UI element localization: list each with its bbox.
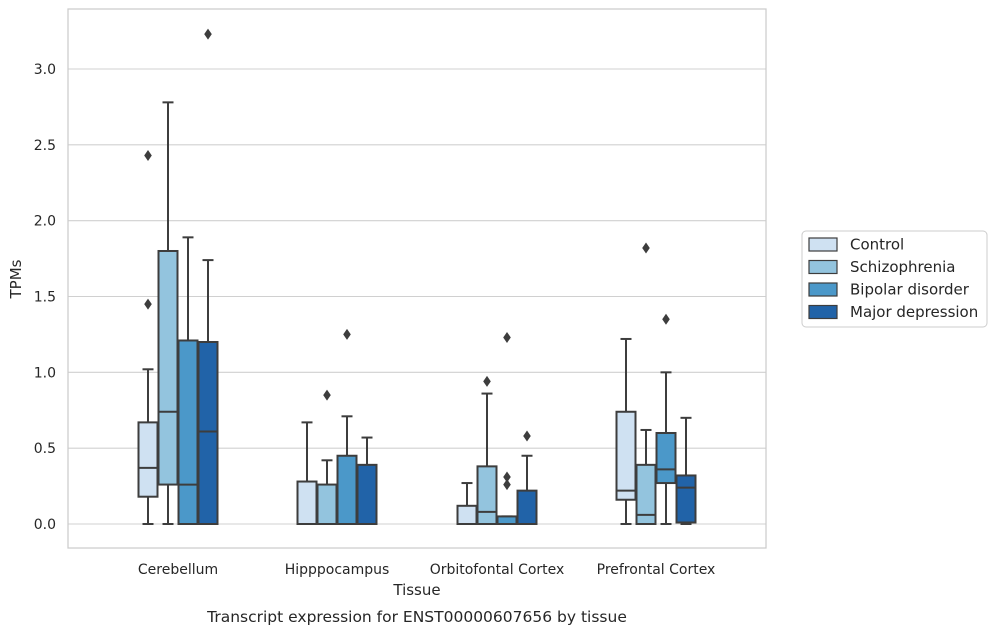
box-control [456, 482, 478, 525]
outlier-point [144, 149, 152, 161]
box-schizophrenia [476, 375, 498, 525]
legend-item: Schizophrenia [808, 258, 955, 276]
x-axis-ticks: Cerebellum Hipppocampus Orbitofontal Corte… [138, 562, 715, 578]
legend-item: Major depression [808, 303, 978, 321]
x-tick-label: Orbitofontal Cortex [430, 562, 565, 578]
y-tick-label: 2.5 [34, 138, 56, 154]
x-tick-label: Cerebellum [138, 562, 218, 578]
box-major-depression [516, 430, 538, 525]
legend-item: Control [808, 236, 904, 254]
box-control [296, 421, 318, 526]
outlier-point [483, 375, 491, 387]
outlier-point [144, 298, 152, 310]
outlier-point [503, 479, 511, 491]
box-control [137, 149, 159, 525]
box-iqr [675, 474, 697, 524]
box-groups [137, 28, 697, 526]
outlier-point [662, 313, 670, 325]
box-iqr [177, 339, 199, 526]
box-major-depression [675, 416, 697, 525]
box-control [615, 337, 637, 525]
y-tick-label: 3.0 [34, 62, 56, 78]
box-iqr [615, 410, 637, 501]
box-major-depression [197, 28, 219, 525]
box-iqr [197, 340, 219, 525]
box-iqr [496, 515, 518, 526]
y-tick-label: 0.0 [34, 517, 56, 533]
box-bipolar-disorder [177, 236, 199, 526]
legend-label: Major depression [850, 303, 978, 321]
plot-frame [67, 8, 767, 549]
box-iqr [635, 463, 657, 525]
y-axis-label: TPMs [7, 259, 25, 299]
x-axis-label: Tissue [392, 581, 440, 599]
box-iqr [476, 465, 498, 525]
x-tick-label: Hipppocampus [285, 562, 390, 578]
box-iqr [296, 480, 318, 526]
outlier-point [204, 28, 212, 40]
y-tick-label: 2.0 [34, 214, 56, 230]
legend-swatch [808, 282, 838, 297]
legend-label: Control [850, 236, 904, 254]
box-bipolar-disorder [496, 331, 518, 526]
box-bipolar-disorder [336, 328, 358, 526]
box-iqr [336, 454, 358, 526]
legend-label: Schizophrenia [850, 258, 955, 276]
box-schizophrenia [316, 389, 338, 525]
y-axis-ticks: 0.0 0.5 1.0 1.5 2.0 2.5 3.0 [34, 62, 56, 533]
chart-caption: Transcript expression for ENST0000060765… [206, 608, 627, 626]
legend-item: Bipolar disorder [808, 281, 970, 299]
box-iqr [516, 489, 538, 525]
outlier-point [343, 328, 351, 340]
box-iqr [316, 483, 338, 525]
box-iqr [456, 504, 478, 525]
y-tick-label: 1.5 [34, 289, 56, 305]
box-iqr [655, 431, 677, 485]
legend-swatch [808, 304, 838, 320]
outlier-point [503, 331, 511, 343]
y-tick-label: 1.0 [34, 365, 56, 381]
y-tick-label: 0.5 [34, 441, 56, 457]
box-bipolar-disorder [655, 313, 677, 525]
legend-swatch [808, 259, 838, 275]
box-schizophrenia [157, 101, 179, 525]
legend-label: Bipolar disorder [850, 281, 970, 299]
outlier-point [523, 430, 531, 442]
box-iqr [137, 421, 159, 498]
outlier-point [503, 471, 511, 483]
box-iqr [157, 249, 179, 486]
legend: Control Schizophrenia Bipolar disorder Majo… [801, 230, 988, 328]
box-iqr [356, 463, 378, 525]
legend-frame [801, 230, 988, 328]
outlier-point [642, 242, 650, 254]
legend-swatch [808, 237, 838, 252]
x-tick-label: Prefrontal Cortex [597, 562, 716, 578]
box-schizophrenia [635, 242, 657, 525]
outlier-point [323, 389, 331, 401]
box-major-depression [356, 436, 378, 525]
